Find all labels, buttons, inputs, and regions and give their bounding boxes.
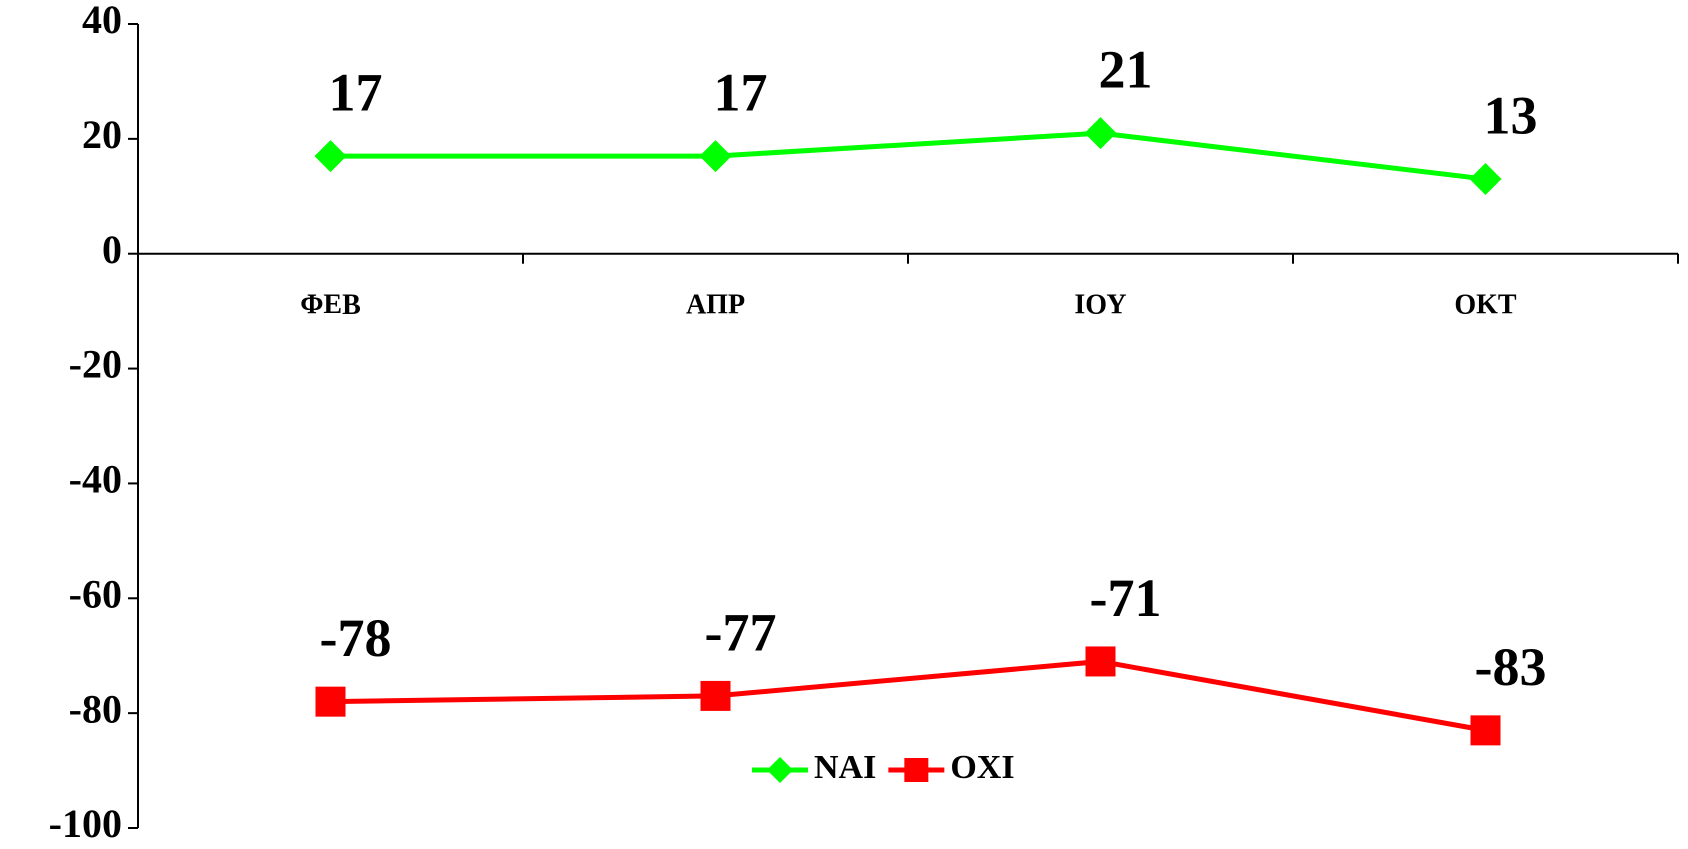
data-label: -71 — [1090, 568, 1162, 628]
y-tick-label: 40 — [82, 0, 122, 42]
data-label: -83 — [1475, 637, 1547, 697]
marker — [699, 140, 732, 173]
marker — [314, 140, 347, 173]
y-tick-label: 20 — [82, 112, 122, 157]
data-label: 13 — [1484, 85, 1538, 145]
marker — [767, 757, 793, 783]
y-tick-label: -40 — [69, 457, 122, 502]
marker — [1085, 646, 1116, 677]
marker — [1469, 163, 1502, 196]
data-label: 17 — [714, 62, 768, 122]
marker — [1470, 715, 1501, 746]
x-tick-label: ΟΚΤ — [1454, 289, 1517, 320]
legend-label: NAI — [814, 749, 876, 786]
legend-label: OXI — [950, 749, 1014, 786]
data-label: 17 — [329, 62, 383, 122]
marker — [315, 686, 346, 717]
x-tick-label: ΦΕΒ — [300, 289, 361, 320]
marker — [1084, 117, 1117, 150]
y-tick-label: 0 — [102, 227, 122, 272]
y-tick-label: -20 — [69, 342, 122, 387]
series-line — [330, 658, 1486, 733]
marker — [904, 758, 929, 782]
data-label: -77 — [705, 602, 777, 662]
series-line — [330, 130, 1486, 182]
data-label: -78 — [320, 608, 392, 668]
y-tick-label: -60 — [69, 571, 122, 616]
y-tick-label: -80 — [69, 686, 122, 731]
x-tick-label: ΙΟΥ — [1074, 289, 1126, 320]
x-tick-label: ΑΠΡ — [686, 289, 745, 320]
marker — [700, 680, 731, 711]
data-label: 21 — [1099, 40, 1153, 100]
y-tick-label: -100 — [49, 801, 122, 846]
